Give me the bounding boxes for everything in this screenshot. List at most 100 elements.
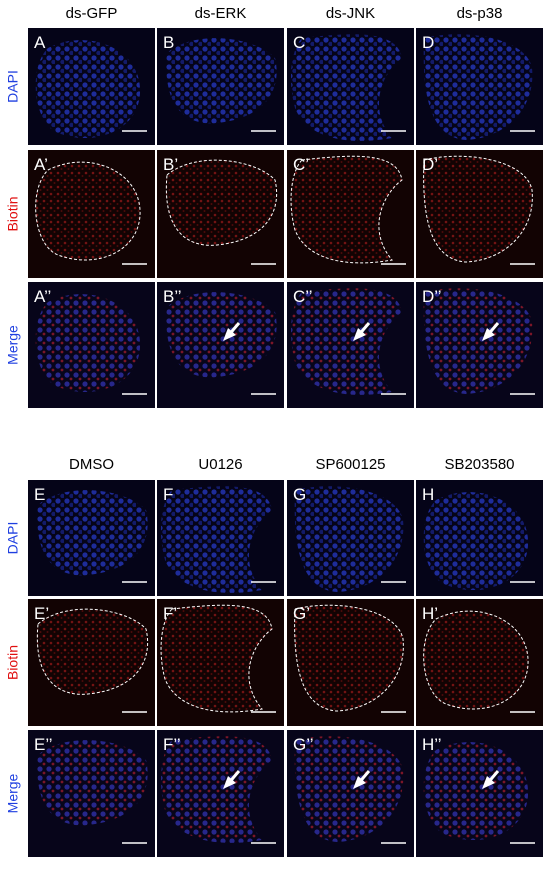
micrograph-panel: H’ (416, 599, 543, 726)
tissue-region (291, 288, 402, 395)
panel-label: F (163, 485, 173, 504)
row-label: Merge (5, 773, 21, 813)
tissue-region (423, 742, 529, 840)
tissue-region (423, 611, 529, 709)
panel-label: D’’ (422, 287, 442, 306)
tissue-region (294, 736, 404, 842)
column-header: ds-ERK (195, 5, 247, 22)
row-label: Biotin (5, 196, 21, 231)
tissue-region (294, 605, 404, 711)
micrograph-panel: E (28, 480, 155, 596)
panel-label: B’ (163, 155, 178, 174)
row-label: DAPI (5, 70, 21, 103)
arrow-head (482, 328, 495, 341)
outline (423, 155, 533, 263)
row-label: Merge (5, 325, 21, 365)
tissue-region (161, 736, 272, 843)
micrograph-panel: E’’ (28, 730, 155, 857)
tissue-region (291, 156, 402, 263)
micrograph-panel: F’ (157, 599, 284, 726)
panel-label: C’ (293, 155, 309, 174)
tissue-region (423, 156, 533, 262)
micrograph-panel: E’ (28, 599, 155, 726)
tissue-region (423, 288, 533, 394)
tissue-region (35, 294, 141, 392)
panel-label: H’’ (422, 735, 442, 754)
outline (160, 604, 273, 713)
tissue-region (35, 162, 141, 260)
arrow-head (223, 328, 236, 341)
tissue-region (37, 490, 148, 576)
panel-label: H (422, 485, 434, 504)
micrograph-panel: A’ (28, 150, 155, 278)
panel-label: C’’ (293, 287, 313, 306)
micrograph-panel: C’’ (287, 282, 414, 408)
outline (36, 608, 149, 695)
micrograph-panel: C’ (287, 150, 414, 278)
panel-label: E (34, 485, 45, 504)
micrograph-panel: D’’ (416, 282, 543, 408)
micrograph-panel: H (416, 480, 543, 596)
micrograph-panel: F (157, 480, 284, 596)
tissue-region (161, 486, 272, 593)
micrograph-panel: G’’ (287, 730, 414, 857)
column-header: ds-p38 (457, 5, 503, 22)
row-label: DAPI (5, 522, 21, 555)
tissue-region (35, 40, 141, 138)
micrograph-panel: G (287, 480, 414, 596)
panel-label: B’’ (163, 287, 182, 306)
tissue-region (37, 609, 148, 695)
panel-label: H’ (422, 604, 438, 623)
panel-label: D’ (422, 155, 438, 174)
tissue-region (423, 492, 529, 590)
arrow-head (353, 328, 366, 341)
panel-label: F’’ (163, 735, 181, 754)
panel-label: G’ (293, 604, 310, 623)
micrograph-panel: A’’ (28, 282, 155, 408)
tissue-region (291, 34, 402, 141)
tissue-region (423, 34, 533, 140)
panel-label: C (293, 33, 305, 52)
panel-label: A’ (34, 155, 48, 174)
outline (165, 159, 278, 246)
column-header: ds-JNK (326, 5, 375, 22)
tissue-region (166, 38, 277, 124)
outline (35, 161, 141, 261)
tissue-region (166, 292, 277, 378)
arrow-head (223, 776, 236, 789)
panel-label: F’ (163, 604, 177, 623)
column-header: ds-GFP (66, 5, 118, 22)
panel-label: B (163, 33, 174, 52)
panel-label: E’’ (34, 735, 53, 754)
micrograph-panel: H’’ (416, 730, 543, 857)
tissue-region (294, 486, 404, 592)
row-label: Biotin (5, 645, 21, 680)
panel-label: G (293, 485, 306, 504)
panel-label: E’ (34, 604, 49, 623)
outline (290, 155, 403, 264)
micrograph-panel: B’’ (157, 282, 284, 408)
micrograph-panel: B’ (157, 150, 284, 278)
arrow-head (482, 776, 495, 789)
panel-label: D (422, 33, 434, 52)
micrograph-panel: D’ (416, 150, 543, 278)
micrograph-panel: B (157, 28, 284, 145)
outline (294, 604, 404, 712)
arrow-head (353, 776, 366, 789)
micrograph-panel: D (416, 28, 543, 145)
column-header: U0126 (198, 456, 242, 473)
column-header: SB203580 (444, 456, 514, 473)
tissue-region (37, 740, 148, 826)
micrograph-panel: F’’ (157, 730, 284, 857)
micrograph-panel: G’ (287, 599, 414, 726)
column-header: DMSO (69, 456, 114, 473)
outline (423, 610, 529, 710)
panel-label: A’’ (34, 287, 51, 306)
micrograph-panel: A (28, 28, 155, 145)
panel-label: A (34, 33, 46, 52)
micrograph-panel: C (287, 28, 414, 145)
column-header: SP600125 (315, 456, 385, 473)
tissue-region (166, 160, 277, 246)
panel-label: G’’ (293, 735, 313, 754)
